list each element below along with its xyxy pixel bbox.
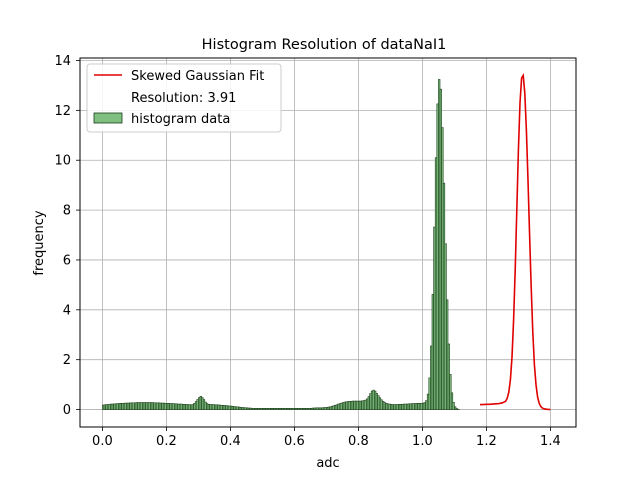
y-tick-label: 4	[63, 303, 71, 318]
legend-resolution-label: Resolution: 3.91	[131, 91, 236, 106]
x-tick-label: 0.4	[220, 434, 241, 449]
x-tick-label: 0.0	[92, 434, 113, 449]
x-tick-label: 1.0	[412, 434, 433, 449]
y-axis-label: frequency	[32, 210, 47, 276]
y-tick-label: 12	[54, 104, 71, 119]
x-tick-label: 0.2	[156, 434, 177, 449]
y-tick-label: 10	[54, 154, 71, 169]
legend: Skewed Gaussian Fit Resolution: 3.91 his…	[87, 64, 281, 132]
x-tick-label: 0.8	[348, 434, 369, 449]
y-tick-label: 2	[63, 353, 71, 368]
x-tick-label: 0.6	[284, 434, 305, 449]
y-tick-label: 14	[54, 54, 71, 69]
chart-title: Histogram Resolution of dataNaI1	[202, 37, 447, 53]
x-tick-label: 1.2	[476, 434, 497, 449]
legend-histogram-label: histogram data	[131, 112, 230, 127]
legend-fit-label: Skewed Gaussian Fit	[131, 69, 264, 84]
x-tick-label: 1.4	[540, 434, 561, 449]
x-axis-label: adc	[316, 456, 339, 471]
y-tick-label: 6	[63, 253, 71, 268]
legend-histogram-swatch	[94, 113, 122, 123]
y-tick-label: 8	[63, 204, 71, 219]
y-tick-label: 0	[63, 403, 71, 418]
